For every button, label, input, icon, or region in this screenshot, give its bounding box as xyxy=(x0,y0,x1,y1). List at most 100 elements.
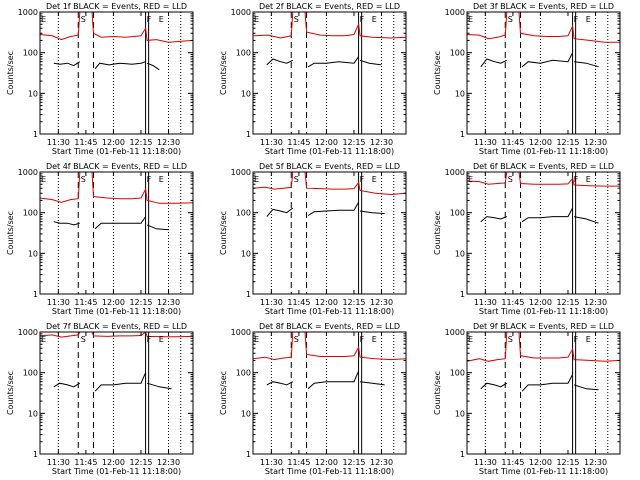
panel-title: Det 4f BLACK = Events, RED = LLD xyxy=(46,162,187,171)
series-line-events xyxy=(94,216,147,230)
region-marker: S xyxy=(508,15,513,24)
region-marker: E xyxy=(468,15,473,24)
region-marker: E xyxy=(468,175,473,184)
plot-frame xyxy=(39,11,194,135)
y-tick-label: 100 xyxy=(23,49,38,58)
y-tick-label: 1000 xyxy=(231,8,251,17)
series-line-events xyxy=(360,381,385,386)
series-line-lld xyxy=(467,172,620,187)
region-marker: E xyxy=(159,15,164,24)
region-marker: E xyxy=(586,15,591,24)
series-line-events xyxy=(359,59,382,66)
y-tick-label: 10 xyxy=(455,89,465,98)
x-tick-label: 12:00 xyxy=(529,458,552,467)
x-axis-label: Start Time (01-Feb-11 11:18:00) xyxy=(479,467,608,476)
plot-frame xyxy=(252,331,407,455)
x-axis-label: Start Time (01-Feb-11 11:18:00) xyxy=(479,307,608,316)
plot-frame xyxy=(252,171,407,295)
y-tick-label: 10 xyxy=(455,409,465,418)
series-line-events xyxy=(521,52,574,68)
series-line-lld xyxy=(40,172,193,204)
x-tick-label: 12:00 xyxy=(102,298,125,307)
series-line-events xyxy=(480,216,507,223)
region-marker: F xyxy=(574,15,579,24)
series-line-events xyxy=(266,381,294,386)
y-axis-label: Counts/sec xyxy=(219,51,228,95)
y-tick-label: 10 xyxy=(455,249,465,258)
y-tick-label: 100 xyxy=(236,209,251,218)
panel-title: Det 1f BLACK = Events, RED = LLD xyxy=(46,2,187,11)
y-tick-label: 10 xyxy=(28,89,38,98)
series-line-events xyxy=(360,210,385,215)
x-tick-label: 11:30 xyxy=(260,138,283,147)
y-tick-label: 100 xyxy=(236,49,251,58)
region-marker: F xyxy=(360,175,365,184)
x-tick-label: 12:30 xyxy=(584,458,607,467)
series-line-events xyxy=(53,61,81,67)
region-marker: E xyxy=(372,15,377,24)
series-line-events xyxy=(521,374,574,392)
y-tick-label: 100 xyxy=(23,369,38,378)
panel-title: Det 9f BLACK = Events, RED = LLD xyxy=(473,322,614,331)
x-tick-label: 12:30 xyxy=(157,138,180,147)
x-tick-label: 12:15 xyxy=(342,458,365,467)
x-tick-label: 11:45 xyxy=(287,298,310,307)
y-tick-label: 1000 xyxy=(231,328,251,337)
x-tick-label: 11:30 xyxy=(47,138,70,147)
y-tick-label: 100 xyxy=(450,49,465,58)
region-marker: E xyxy=(159,175,164,184)
y-axis-label: Counts/sec xyxy=(6,371,15,415)
region-marker: E xyxy=(372,335,377,344)
panel-title: Det 6f BLACK = Events, RED = LLD xyxy=(473,162,614,171)
series-line-lld xyxy=(467,332,620,362)
x-axis-label: Start Time (01-Feb-11 11:18:00) xyxy=(52,147,181,156)
y-tick-label: 100 xyxy=(450,369,465,378)
series-line-lld xyxy=(253,12,406,39)
y-tick-label: 1 xyxy=(246,450,251,459)
region-marker: F xyxy=(360,335,365,344)
x-tick-label: 12:00 xyxy=(102,458,125,467)
region-marker: F xyxy=(574,335,579,344)
x-tick-label: 12:00 xyxy=(529,138,552,147)
y-tick-label: 100 xyxy=(23,209,38,218)
x-axis-label: Start Time (01-Feb-11 11:18:00) xyxy=(265,467,394,476)
region-marker: E xyxy=(254,335,259,344)
x-tick-label: 12:15 xyxy=(129,298,152,307)
y-tick-label: 1 xyxy=(246,290,251,299)
series-group xyxy=(40,172,193,231)
x-tick-label: 11:45 xyxy=(74,458,97,467)
y-tick-label: 1000 xyxy=(445,8,465,17)
y-axis-label: Counts/sec xyxy=(433,371,442,415)
x-tick-label: 12:00 xyxy=(102,138,125,147)
plot-frame xyxy=(39,331,194,455)
region-marker: S xyxy=(81,175,86,184)
panel-title: Det 7f BLACK = Events, RED = LLD xyxy=(46,322,187,331)
y-axis-label: Counts/sec xyxy=(6,51,15,95)
x-tick-label: 11:30 xyxy=(47,458,70,467)
x-axis-label: Start Time (01-Feb-11 11:18:00) xyxy=(265,147,394,156)
panel-title: Det 5f BLACK = Events, RED = LLD xyxy=(259,162,400,171)
region-marker: F xyxy=(147,15,152,24)
x-tick-label: 11:30 xyxy=(474,458,497,467)
series-line-events xyxy=(480,58,508,68)
region-marker: F xyxy=(147,175,152,184)
x-axis-label: Start Time (01-Feb-11 11:18:00) xyxy=(265,307,394,316)
series-line-lld xyxy=(467,12,620,43)
series-line-events xyxy=(266,207,294,217)
y-tick-label: 1000 xyxy=(445,328,465,337)
series-line-lld xyxy=(40,332,193,338)
x-tick-label: 12:15 xyxy=(556,298,579,307)
plot-frame xyxy=(466,11,621,135)
plot-frame xyxy=(466,171,621,295)
series-line-events xyxy=(574,61,599,68)
series-line-events xyxy=(521,207,574,223)
x-tick-label: 12:15 xyxy=(129,138,152,147)
y-tick-label: 1 xyxy=(33,290,38,299)
region-marker: E xyxy=(586,335,591,344)
